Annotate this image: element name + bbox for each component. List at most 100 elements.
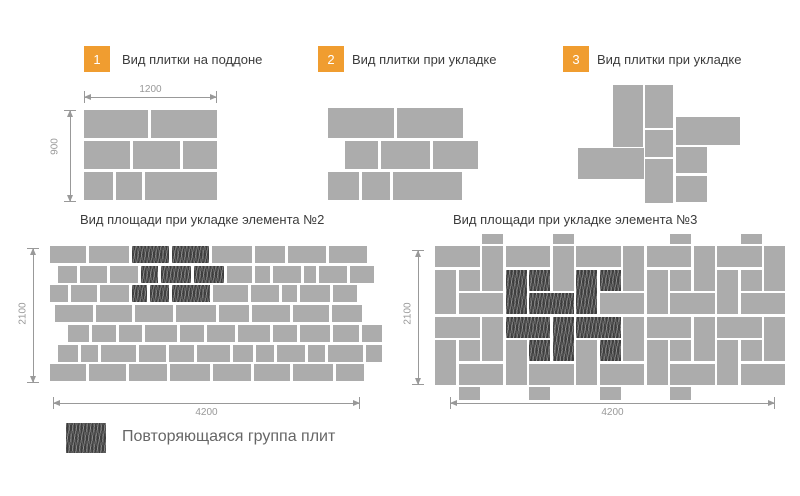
tile xyxy=(277,345,305,362)
hatched-tile xyxy=(505,316,550,338)
tile xyxy=(435,340,456,385)
tile xyxy=(58,345,78,362)
tile xyxy=(670,293,715,314)
hatched-tile xyxy=(599,340,621,361)
tile xyxy=(482,234,503,244)
tile xyxy=(645,159,673,203)
tile xyxy=(238,325,270,342)
tile xyxy=(676,176,707,202)
tile xyxy=(576,340,597,385)
area-3-height-dim-line xyxy=(415,250,421,385)
legend-hatch-swatch xyxy=(66,423,106,453)
area-3-width-dim-line xyxy=(450,400,775,406)
tile xyxy=(435,269,456,314)
dim-tick xyxy=(450,397,451,409)
hatched-tile xyxy=(552,316,574,361)
tile xyxy=(599,293,644,314)
dim-tick xyxy=(64,110,76,111)
hatched-tile xyxy=(599,269,621,291)
tile xyxy=(646,316,691,338)
hatched-tile xyxy=(576,269,597,314)
tile xyxy=(183,141,217,169)
tile xyxy=(151,110,217,138)
tile xyxy=(89,246,129,263)
tile xyxy=(670,340,691,361)
tile xyxy=(304,266,316,283)
tile xyxy=(676,117,740,145)
tile xyxy=(139,345,166,362)
tile xyxy=(300,325,330,342)
tile xyxy=(255,246,285,263)
tile xyxy=(717,316,762,338)
area-3-width-dim-label: 4200 xyxy=(601,407,624,418)
tile xyxy=(740,340,762,361)
dim-tick xyxy=(64,201,76,202)
tile xyxy=(328,345,363,362)
tile xyxy=(110,266,138,283)
tile xyxy=(84,172,113,200)
dim-tick xyxy=(27,248,39,249)
tile xyxy=(435,246,480,267)
step-3-badge: 3 xyxy=(563,46,589,72)
tile xyxy=(50,285,68,302)
hatched-tile xyxy=(529,340,550,361)
tile xyxy=(623,246,644,291)
tile xyxy=(58,266,77,283)
pallet-tiles-diagram xyxy=(84,110,217,202)
tile xyxy=(529,387,550,400)
tile xyxy=(345,141,378,169)
hatched-tile xyxy=(172,285,210,302)
area-2-width-dim-label: 4200 xyxy=(195,407,218,418)
hatched-tile xyxy=(132,246,169,263)
tile xyxy=(145,325,177,342)
dim-tick xyxy=(216,91,217,103)
tile xyxy=(670,234,691,244)
tile xyxy=(578,148,644,179)
tile xyxy=(458,363,503,385)
tile xyxy=(366,345,382,362)
tile xyxy=(100,285,129,302)
tile xyxy=(676,147,707,173)
tile xyxy=(333,285,357,302)
tile xyxy=(350,266,374,283)
hatched-tile xyxy=(172,246,209,263)
tile xyxy=(482,316,503,361)
tile xyxy=(329,246,367,263)
hatched-tile xyxy=(132,285,147,302)
tile xyxy=(219,305,249,322)
area-3-diagram xyxy=(435,234,790,400)
area-2-diagram xyxy=(50,246,385,384)
area-2-height-dim-label: 2100 xyxy=(17,302,29,325)
dim-tick xyxy=(84,91,85,103)
hatched-tile xyxy=(529,269,550,291)
area-2-width-dim-line xyxy=(53,400,360,406)
tile xyxy=(227,266,252,283)
step-2-label: Вид плитки при укладке xyxy=(352,52,497,67)
tile xyxy=(645,85,673,128)
tile xyxy=(505,246,550,267)
tile xyxy=(212,246,252,263)
tile xyxy=(623,316,644,361)
pallet-width-dim-line xyxy=(84,94,217,100)
tile xyxy=(101,345,136,362)
dim-tick xyxy=(774,397,775,409)
tile xyxy=(254,364,290,381)
tile xyxy=(646,269,668,314)
tile xyxy=(319,266,347,283)
pallet-height-dim-label: 900 xyxy=(49,138,61,155)
tile xyxy=(50,364,86,381)
tile xyxy=(576,246,621,267)
tile xyxy=(645,130,673,157)
tile xyxy=(207,325,235,342)
tile xyxy=(96,305,132,322)
tile xyxy=(333,325,359,342)
step-1-label: Вид плитки на поддоне xyxy=(122,52,263,67)
area-3-height-dim-label: 2100 xyxy=(402,302,414,325)
dim-tick xyxy=(53,397,54,409)
tile xyxy=(740,269,762,291)
tile xyxy=(89,364,126,381)
tile xyxy=(256,345,274,362)
tile xyxy=(332,305,362,322)
tile xyxy=(613,85,643,147)
